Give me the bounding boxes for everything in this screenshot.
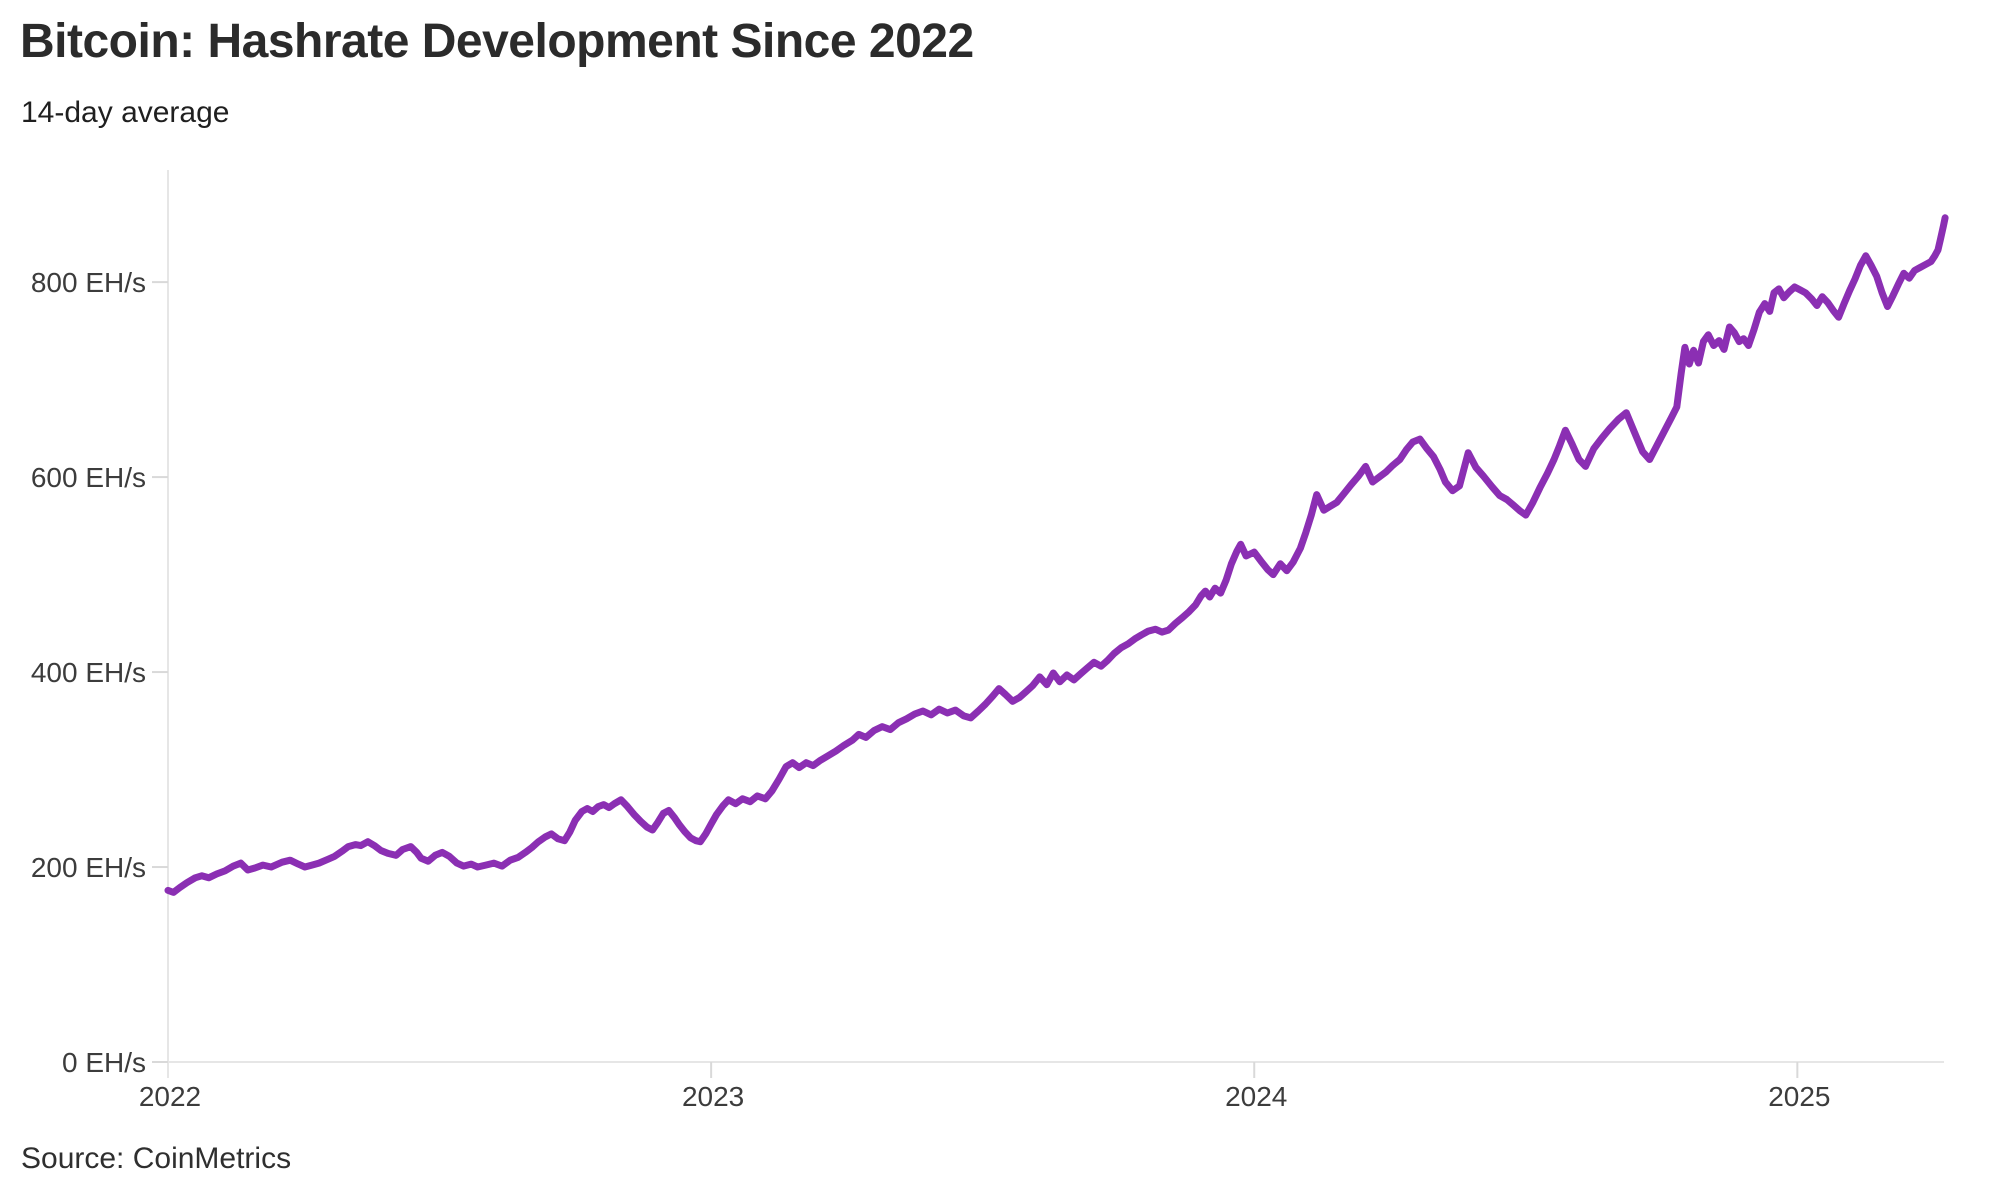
x-tick-label: 2022 xyxy=(139,1081,201,1112)
y-tick-label: 0 EH/s xyxy=(62,1047,146,1078)
chart-subtitle: 14-day average xyxy=(21,96,230,129)
y-tick-label: 200 EH/s xyxy=(31,852,146,883)
x-tick-label: 2025 xyxy=(1768,1081,1830,1112)
y-tick-label: 800 EH/s xyxy=(31,267,146,298)
y-tick-label: 400 EH/s xyxy=(31,657,146,688)
x-tick-label: 2023 xyxy=(682,1081,744,1112)
source-caption: Source: CoinMetrics xyxy=(21,1142,292,1175)
x-tick-label: 2024 xyxy=(1225,1081,1287,1112)
hashrate-line xyxy=(164,214,1949,896)
chart-title: Bitcoin: Hashrate Development Since 2022 xyxy=(20,15,974,68)
y-tick-label: 600 EH/s xyxy=(31,462,146,493)
